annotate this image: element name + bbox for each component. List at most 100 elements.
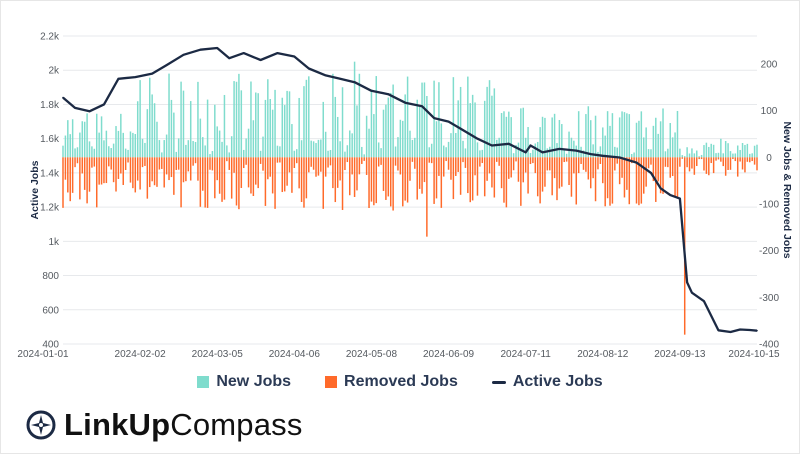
axes: 400 600 800 1k 1.2k 1.4k 1.6k 1.8k 2k 2.2k -400 -30… (17, 32, 780, 361)
new-jobs-bar (498, 137, 500, 158)
new-jobs-bar (368, 128, 370, 158)
active-jobs-point (421, 105, 423, 107)
new-jobs-bar (370, 89, 373, 158)
new-jobs-bar (389, 92, 392, 158)
new-jobs-bar (303, 86, 305, 158)
removed-jobs-bar (662, 157, 664, 194)
removed-jobs-bar (122, 157, 124, 185)
removed-jobs-bar (202, 157, 204, 191)
removed-jobs-bar (659, 157, 662, 194)
new-jobs-bar (409, 130, 411, 158)
removed-jobs-bar (565, 157, 568, 162)
new-jobs-bar (428, 147, 431, 158)
new-jobs-bar (375, 76, 378, 158)
left-tick-label: 400 (42, 340, 59, 351)
removed-jobs-bar (124, 157, 127, 170)
removed-jobs-bar (269, 157, 271, 177)
removed-jobs-bar (199, 157, 202, 207)
new-jobs-bar (565, 153, 568, 158)
removed-jobs-bar (209, 157, 211, 170)
new-jobs-bar (496, 139, 498, 158)
new-jobs-bar (452, 77, 455, 158)
removed-jobs-bar (399, 157, 402, 175)
compass-icon (26, 410, 56, 440)
removed-jobs-bar (464, 157, 467, 168)
active-jobs-point (151, 72, 153, 75)
removed-jobs-bar (218, 157, 221, 194)
new-jobs-bar (724, 141, 727, 158)
new-jobs-bar (756, 144, 758, 158)
new-jobs-bar (86, 113, 88, 158)
removed-jobs-bar (450, 157, 452, 180)
removed-jobs-bar (544, 157, 546, 187)
removed-jobs-bar (226, 157, 228, 162)
new-jobs-bar (676, 110, 679, 158)
removed-jobs-bar (594, 157, 597, 202)
removed-jobs-bar (416, 157, 418, 200)
removed-jobs-bar (134, 157, 137, 193)
removed-jobs-bar (606, 157, 609, 199)
removed-jobs-bar (522, 157, 525, 183)
new-jobs-bar (650, 149, 652, 158)
new-jobs-bar (628, 114, 631, 158)
new-jobs-bar (616, 147, 618, 158)
removed-jobs-bar (168, 157, 170, 181)
removed-jobs-bar (746, 157, 749, 162)
new-jobs-bar (334, 96, 337, 158)
removed-jobs-bar (676, 157, 679, 197)
new-jobs-bar (638, 120, 640, 158)
removed-jobs-bar (406, 157, 409, 203)
new-jobs-bar (406, 76, 409, 158)
new-jobs-bar (659, 121, 662, 158)
removed-jobs-bar (421, 157, 423, 194)
new-jobs-bar (385, 104, 387, 158)
new-jobs-bar (122, 132, 124, 158)
bars (62, 61, 758, 335)
legend-item-active-jobs[interactable]: Active Jobs (491, 373, 603, 391)
removed-jobs-bar (717, 157, 720, 160)
legend-swatch-new-jobs (197, 376, 210, 388)
removed-jobs-bar (100, 157, 103, 185)
removed-jobs-bar (679, 157, 681, 167)
new-jobs-bar (214, 104, 216, 158)
removed-jobs-bar (414, 157, 416, 169)
active-jobs-point (691, 291, 693, 294)
removed-jobs-bar (322, 157, 324, 209)
removed-jobs-bar (380, 157, 382, 165)
new-jobs-bar (317, 139, 320, 158)
removed-jobs-bar (599, 157, 602, 164)
active-jobs-point (756, 329, 758, 332)
new-jobs-bar (363, 154, 365, 158)
removed-jobs-bar (98, 157, 100, 185)
removed-jobs-bar (529, 157, 532, 165)
new-jobs-bar (592, 144, 594, 158)
new-jobs-bar (700, 154, 703, 158)
new-jobs-bar (274, 89, 276, 158)
removed-jobs-bar (324, 157, 327, 177)
removed-jobs-bar (462, 157, 464, 163)
new-jobs-bar (642, 137, 645, 158)
new-jobs-bar (589, 120, 592, 158)
removed-jobs-bar (332, 157, 334, 189)
new-jobs-bar (736, 145, 739, 158)
removed-jobs-bar (423, 157, 426, 183)
active-jobs-point (739, 328, 741, 331)
new-jobs-bar (512, 153, 515, 158)
removed-jobs-bar (156, 157, 158, 187)
legend-item-new-jobs[interactable]: New Jobs (197, 373, 291, 391)
new-jobs-bar (69, 134, 71, 158)
removed-jobs-bar (129, 157, 132, 183)
new-jobs-bar (510, 117, 512, 158)
new-jobs-bar (404, 94, 406, 158)
removed-jobs-bar (577, 157, 580, 174)
new-jobs-bar (455, 132, 457, 158)
removed-jobs-bar (255, 157, 257, 185)
new-jobs-bar (192, 141, 194, 158)
removed-jobs-bar (308, 157, 310, 173)
legend-item-removed-jobs[interactable]: Removed Jobs (325, 373, 458, 391)
removed-jobs-bar (377, 157, 380, 167)
new-jobs-bar (158, 140, 161, 158)
new-jobs-bar (474, 102, 476, 158)
new-jobs-bar (732, 153, 734, 158)
right-tick-label: -100 (759, 200, 779, 211)
